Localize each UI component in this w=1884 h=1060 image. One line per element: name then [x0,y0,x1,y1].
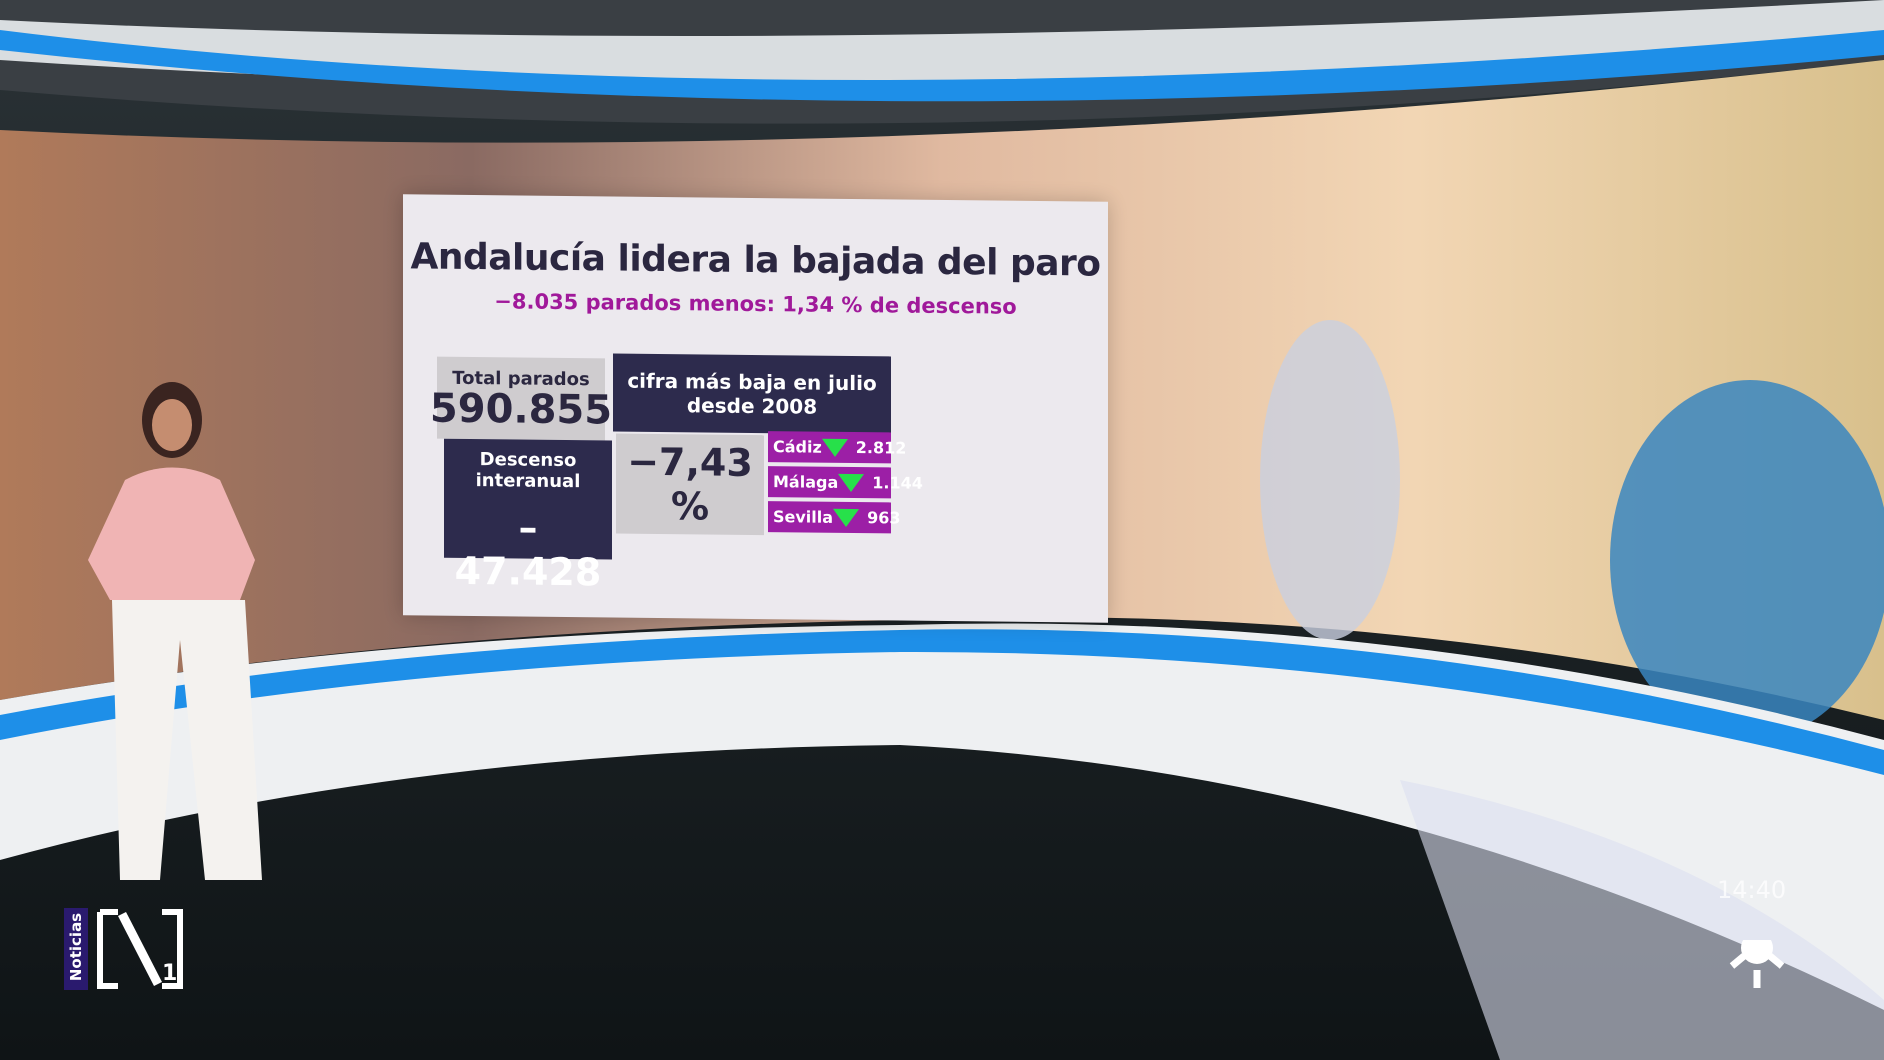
graphic-title: Andalucía lidera la bajada del paro [410,236,1101,285]
presenter [88,382,262,880]
province-value: 2.812 [855,438,907,458]
sun-icon [1729,940,1785,988]
n1-logo-icon: 1 [97,909,183,989]
province-row-malaga: Málaga 1.144 [768,466,923,499]
interannual-percent: −7,43 % [616,433,764,536]
province-name: Cádiz [773,437,822,457]
noticias-tag: Noticias [64,908,88,990]
province-value: 1.144 [872,473,923,493]
down-arrow-icon [821,438,848,457]
record-note-box: cifra más baja en julio desde 2008 [613,353,891,435]
noticias-label: Noticias [67,912,85,982]
total-value: 590.855 [429,385,613,433]
province-row-sevilla: Sevilla 963 [768,501,900,534]
interannual-box: Descenso interanual – 47.428 [444,438,612,594]
province-name: Málaga [773,472,839,492]
graphic-subtitle: −8.035 parados menos: 1,34 % de descenso [494,289,1017,319]
broadcast-clock: 14:40 [1717,876,1787,904]
interannual-label: Descenso interanual [475,449,581,493]
svg-text:1: 1 [162,961,177,986]
infographic-card: Andalucía lidera la bajada del paro −8.0… [403,194,1108,623]
province-value: 963 [867,508,901,528]
down-arrow-icon [838,473,865,492]
down-arrow-icon [833,508,860,527]
province-row-cadiz: Cádiz 2.812 [768,431,906,464]
interannual-value: – 47.428 [454,505,602,595]
total-parados-box: Total parados 590.855 [430,356,612,441]
province-name: Sevilla [773,507,834,527]
